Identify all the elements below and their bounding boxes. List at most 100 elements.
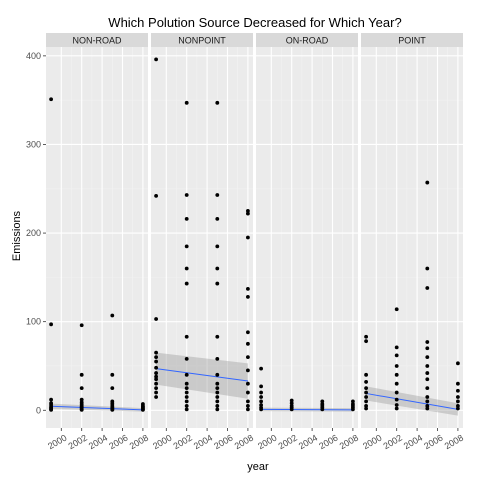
data-point <box>394 390 399 395</box>
data-point <box>79 372 84 377</box>
data-point <box>110 386 115 391</box>
data-point <box>425 180 430 185</box>
data-point <box>364 403 368 408</box>
data-point <box>215 281 220 286</box>
data-point <box>79 323 84 328</box>
data-point <box>154 57 159 62</box>
data-point <box>79 386 84 391</box>
data-point <box>215 381 220 386</box>
data-point <box>184 100 189 105</box>
x-tick-label: 2002 <box>172 433 194 452</box>
data-point <box>154 365 159 370</box>
x-tick-label: 2004 <box>297 433 319 452</box>
data-point <box>456 361 460 366</box>
data-point <box>456 395 460 399</box>
data-point <box>456 406 460 411</box>
data-point <box>246 235 250 240</box>
panel-background <box>361 47 463 428</box>
data-point <box>289 401 294 406</box>
trend-ribbon <box>156 352 248 399</box>
facet-strip-label: NON-ROAD <box>73 36 122 46</box>
facet-strip <box>361 33 463 47</box>
x-tick-label: 2000 <box>361 433 383 452</box>
x-tick-label: 2004 <box>192 433 214 452</box>
data-point <box>154 374 159 379</box>
data-point <box>259 366 263 371</box>
data-point <box>364 380 368 384</box>
data-point <box>394 372 399 377</box>
trend-line <box>366 392 458 410</box>
data-point <box>184 403 189 408</box>
data-point <box>394 403 399 407</box>
x-tick-label: 2006 <box>107 433 129 452</box>
facet-strip-label: NONPOINT <box>178 36 226 46</box>
x-tick-label: 2006 <box>422 433 444 452</box>
data-point <box>425 395 430 399</box>
x-tick-label: 2008 <box>338 433 360 452</box>
data-point <box>246 390 250 395</box>
data-point <box>215 244 220 249</box>
data-point <box>184 281 189 286</box>
data-point <box>215 407 220 412</box>
data-point <box>456 381 460 386</box>
data-point <box>394 406 399 411</box>
x-tick-label: 2004 <box>402 433 424 452</box>
data-point <box>154 377 159 382</box>
data-point <box>425 340 430 344</box>
data-point <box>364 334 368 339</box>
data-point <box>425 346 430 351</box>
data-point <box>246 294 250 299</box>
y-axis-label: Emissions <box>11 210 23 261</box>
data-point <box>246 330 250 335</box>
data-point <box>246 403 250 408</box>
data-point <box>394 364 399 368</box>
data-point <box>289 407 294 412</box>
data-point <box>425 286 430 290</box>
data-point <box>184 356 189 361</box>
data-point <box>110 372 115 377</box>
data-point <box>246 399 250 404</box>
data-point <box>154 359 159 364</box>
data-point <box>259 403 263 407</box>
data-point <box>184 381 189 386</box>
panels-layer: NON-ROAD20002002200420062008NONPOINT2000… <box>46 33 465 451</box>
data-point <box>184 244 189 249</box>
data-point <box>456 388 460 393</box>
data-point <box>320 399 325 404</box>
panel-background <box>151 47 253 428</box>
data-point <box>79 407 84 412</box>
y-tick-label: 100 <box>26 317 41 327</box>
data-point <box>456 399 460 404</box>
data-point <box>154 317 159 321</box>
data-point <box>320 407 325 412</box>
data-point <box>246 286 250 291</box>
data-point <box>364 406 368 411</box>
data-point <box>184 407 189 412</box>
data-point <box>425 266 430 271</box>
data-point <box>259 395 263 399</box>
x-tick-label: 2008 <box>443 433 465 452</box>
y-tick-label: 300 <box>26 139 41 149</box>
x-tick-label: 2006 <box>212 433 234 452</box>
data-point <box>425 406 430 411</box>
x-tick-label: 2002 <box>67 433 89 452</box>
data-point <box>215 390 220 395</box>
facet-strip-label: ON-ROAD <box>286 36 329 46</box>
data-point <box>215 356 220 361</box>
x-tick-label: 2002 <box>277 433 299 452</box>
x-tick-label: 2000 <box>256 433 278 452</box>
data-point <box>425 377 430 382</box>
data-point <box>246 211 250 216</box>
data-point <box>184 399 189 404</box>
data-point <box>364 390 368 395</box>
data-point <box>246 368 250 373</box>
data-point <box>394 353 399 358</box>
data-point <box>425 403 430 408</box>
panel-background <box>256 47 358 428</box>
facet-strip <box>256 33 358 47</box>
data-point <box>184 390 189 395</box>
